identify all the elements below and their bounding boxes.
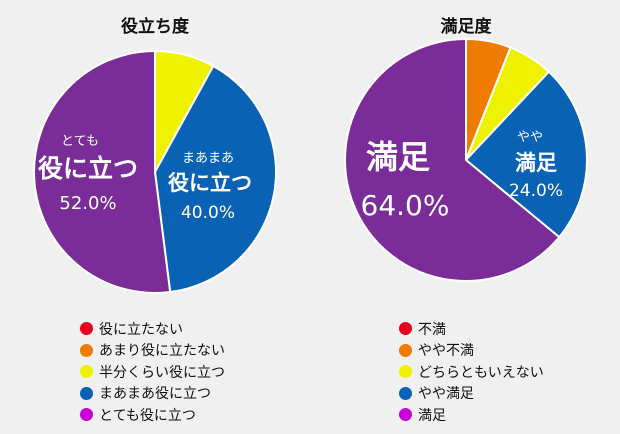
legend-marker xyxy=(399,386,412,400)
slice-label-line: 満足 xyxy=(515,151,557,175)
legend-label: 不満 xyxy=(418,321,446,338)
chart-title-usefulness: 役立ち度 xyxy=(121,16,190,37)
legend-label: あまり役に立たない xyxy=(99,343,225,360)
slice-labels-usefulness: まあまあ 役に立つ 40.0% とても 役に立つ 52.0% xyxy=(38,134,252,223)
pie-slice xyxy=(153,64,277,294)
pie-slice xyxy=(33,49,172,294)
pie-slice xyxy=(464,70,588,239)
slice-percent-label: 52.0% xyxy=(59,193,116,214)
legend-label: 役に立たない xyxy=(99,321,183,338)
slice-label-line: 役に立つ xyxy=(38,154,138,183)
legend-label: 満足 xyxy=(418,407,446,424)
legend-label: やや満足 xyxy=(418,386,474,403)
slice-label-line: やや xyxy=(517,130,543,145)
chart-title-satisfaction: 満足度 xyxy=(441,16,493,37)
legend-item: 満足 xyxy=(399,404,544,426)
slice-label-line: 役に立つ xyxy=(168,171,252,195)
slice-percent-label: 40.0% xyxy=(181,203,235,223)
legend-item: どちらともいえない xyxy=(399,361,544,383)
legend-label: やや不満 xyxy=(418,343,474,360)
legend-marker xyxy=(80,343,93,357)
legend-marker xyxy=(80,365,93,379)
legend-satisfaction: 不満 やや不満 どちらともいえない やや満足 満足 xyxy=(399,318,544,426)
legend-item: 半分くらい役に立つ xyxy=(80,361,225,383)
legend-marker xyxy=(80,386,93,400)
legend-item: あまり役に立たない xyxy=(80,340,225,362)
legend-label: まあまあ役に立つ xyxy=(99,386,211,403)
slice-labels-satisfaction: やや 満足 24.0% 満足 64.0% xyxy=(361,130,563,222)
slice-label-line: 満足 xyxy=(366,138,430,176)
legend-marker xyxy=(399,322,412,336)
slice-label-line: とても xyxy=(61,134,99,149)
pie-satisfaction xyxy=(344,37,588,282)
legend-marker xyxy=(80,408,93,422)
legend-marker xyxy=(399,343,412,357)
legend-item: 不満 xyxy=(399,318,544,340)
legend-marker xyxy=(80,322,93,336)
legend-label: とても役に立つ xyxy=(99,407,196,424)
legend-label: どちらともいえない xyxy=(418,364,544,381)
legend-item: やや満足 xyxy=(399,383,544,405)
slice-label-line: まあまあ xyxy=(182,151,234,166)
pie-slice xyxy=(344,37,561,282)
legend-item: とても役に立つ xyxy=(80,404,225,426)
slice-percent-label: 24.0% xyxy=(509,181,563,201)
legend-label: 半分くらい役に立つ xyxy=(99,364,225,381)
slice-percent-label: 64.0% xyxy=(361,189,450,222)
legend-usefulness: 役に立たない あまり役に立たない 半分くらい役に立つ まあまあ役に立つ とても役… xyxy=(80,318,225,426)
pie-usefulness xyxy=(33,49,277,294)
legend-item: やや不満 xyxy=(399,340,544,362)
legend-marker xyxy=(399,365,412,379)
legend-marker xyxy=(399,408,412,422)
legend-item: まあまあ役に立つ xyxy=(80,383,225,405)
legend-item: 役に立たない xyxy=(80,318,225,340)
